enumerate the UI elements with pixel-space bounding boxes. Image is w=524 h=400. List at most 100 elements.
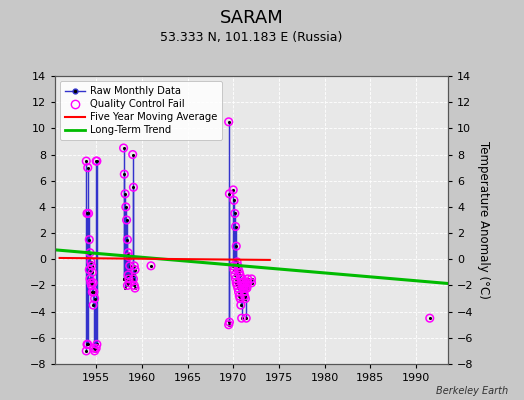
Point	[119, 145, 128, 151]
Point	[93, 158, 101, 164]
Point	[231, 272, 239, 278]
Point	[119, 276, 128, 282]
Point	[241, 293, 249, 299]
Point	[237, 280, 246, 286]
Point	[234, 289, 243, 295]
Point	[124, 272, 133, 278]
Point	[244, 276, 252, 282]
Point	[234, 266, 243, 273]
Point	[129, 276, 138, 282]
Point	[244, 276, 252, 282]
Point	[244, 280, 252, 286]
Point	[231, 223, 239, 230]
Point	[231, 276, 239, 282]
Point	[88, 289, 96, 295]
Point	[229, 187, 237, 193]
Point	[126, 263, 134, 269]
Point	[242, 315, 250, 321]
Point	[131, 266, 139, 273]
Point	[232, 280, 241, 286]
Point	[93, 341, 101, 348]
Point	[125, 276, 133, 282]
Point	[123, 217, 131, 223]
Point	[243, 282, 251, 289]
Point	[130, 263, 138, 269]
Point	[237, 276, 245, 282]
Point	[147, 263, 155, 269]
Point	[89, 280, 97, 286]
Point	[82, 158, 91, 164]
Point	[126, 263, 134, 269]
Point	[243, 285, 251, 291]
Point	[123, 282, 132, 289]
Point	[89, 302, 97, 308]
Point	[233, 282, 241, 289]
Point	[128, 272, 137, 278]
Point	[241, 293, 249, 299]
Point	[240, 289, 248, 295]
Point	[235, 293, 244, 299]
Point	[225, 191, 234, 197]
Point	[124, 250, 133, 256]
Point	[92, 158, 100, 164]
Point	[229, 263, 237, 269]
Point	[82, 348, 91, 354]
Point	[85, 266, 93, 273]
Point	[237, 302, 245, 308]
Point	[224, 322, 233, 328]
Point	[89, 302, 97, 308]
Point	[247, 276, 256, 282]
Point	[84, 263, 93, 269]
Point	[83, 341, 91, 348]
Point	[92, 158, 100, 164]
Point	[238, 276, 247, 282]
Point	[237, 315, 246, 321]
Point	[84, 210, 93, 217]
Y-axis label: Temperature Anomaly (°C): Temperature Anomaly (°C)	[477, 141, 490, 299]
Point	[235, 293, 244, 299]
Point	[232, 280, 241, 286]
Point	[239, 285, 247, 291]
Point	[237, 302, 245, 308]
Point	[125, 254, 133, 260]
Point	[126, 280, 134, 286]
Point	[231, 210, 239, 217]
Point	[229, 187, 237, 193]
Point	[85, 236, 93, 243]
Point	[86, 250, 94, 256]
Point	[240, 282, 248, 289]
Point	[88, 289, 96, 295]
Point	[234, 263, 242, 269]
Point	[82, 348, 91, 354]
Point	[86, 276, 94, 282]
Point	[425, 315, 434, 321]
Point	[122, 204, 130, 210]
Point	[247, 280, 256, 286]
Point	[123, 236, 132, 243]
Point	[225, 191, 234, 197]
Point	[120, 171, 128, 177]
Point	[147, 263, 155, 269]
Point	[231, 276, 239, 282]
Point	[122, 276, 130, 282]
Point	[90, 345, 98, 352]
Point	[86, 250, 94, 256]
Point	[90, 289, 98, 295]
Point	[234, 266, 243, 273]
Point	[86, 280, 95, 286]
Point	[86, 259, 95, 265]
Point	[237, 315, 246, 321]
Point	[231, 223, 239, 230]
Point	[123, 282, 132, 289]
Text: SARAM: SARAM	[220, 9, 283, 27]
Point	[236, 272, 244, 278]
Point	[131, 285, 139, 291]
Point	[121, 285, 129, 291]
Point	[121, 191, 129, 197]
Point	[88, 263, 96, 269]
Point	[232, 243, 241, 249]
Point	[92, 345, 100, 352]
Point	[128, 151, 137, 158]
Point	[236, 295, 244, 302]
Point	[123, 217, 131, 223]
